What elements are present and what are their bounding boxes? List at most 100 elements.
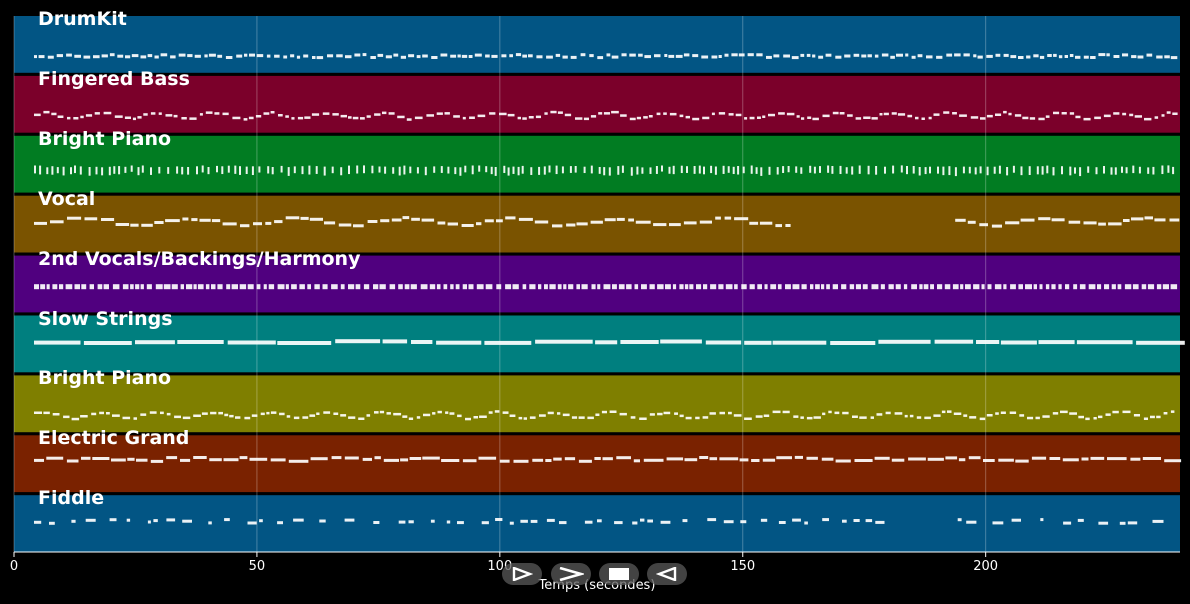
note [370,56,376,59]
note [112,284,120,290]
note [217,54,223,58]
note [182,416,191,420]
note [113,166,116,174]
note [234,165,237,174]
note [518,217,533,221]
note [443,284,448,290]
note [505,216,516,220]
note [1154,116,1159,119]
note [391,218,402,222]
note [644,55,651,59]
note [255,115,262,118]
note [1097,284,1102,290]
fast-forward-button[interactable] [551,563,591,585]
note [973,284,980,290]
note [711,55,718,59]
note [759,221,773,225]
note [231,284,238,290]
track-notes [34,216,1180,228]
note [115,223,130,226]
note [97,284,103,290]
note [485,284,493,290]
stop-button[interactable] [599,563,639,585]
note [742,166,745,174]
note [643,116,648,119]
note [621,53,627,57]
note [747,53,754,57]
note [890,55,895,59]
note [319,519,326,523]
note [903,284,908,290]
note [429,284,436,290]
note [436,340,482,345]
note [785,284,791,290]
note [909,414,914,418]
note [308,165,311,175]
note [578,416,585,419]
note [986,54,993,58]
note [744,417,752,420]
note [1167,165,1170,173]
note [74,284,80,290]
note [884,166,886,174]
note [821,284,825,290]
note [408,54,415,58]
note [915,116,919,120]
note [981,284,985,290]
note [314,284,320,290]
play-button[interactable] [502,563,542,585]
note [178,53,186,57]
note [1147,167,1150,174]
note [1144,216,1153,220]
note [494,410,500,413]
note [1018,284,1023,290]
note [333,412,339,415]
note [214,112,220,115]
note [522,284,527,290]
note [360,117,365,120]
note [595,413,600,416]
rewind-button[interactable] [647,563,687,585]
note [1122,410,1131,414]
note [1134,115,1142,118]
note [59,284,64,290]
note [109,518,117,522]
note [590,220,603,224]
note [561,166,564,174]
note [52,413,60,416]
note [1069,412,1077,415]
note [538,166,541,175]
note [1031,456,1047,460]
note [636,166,639,175]
note [698,165,701,174]
track-notes [34,410,1175,421]
note [1025,284,1032,290]
note [778,112,785,115]
note [907,114,913,118]
note [239,166,241,175]
note [388,112,395,115]
note [776,167,779,175]
note [416,55,421,59]
note [436,284,441,290]
note [509,414,516,417]
x-tick-label: 150 [730,559,756,574]
note [1069,112,1075,115]
note [496,219,503,223]
note [724,216,732,220]
note [728,113,734,116]
note [106,412,110,415]
note [489,112,496,115]
note [299,284,305,290]
note [457,521,464,525]
note [46,167,49,175]
note [858,165,861,174]
note [414,116,423,120]
note [862,284,868,290]
note [835,459,851,463]
note [546,518,555,522]
note [908,457,926,461]
note [536,55,543,59]
note [1035,416,1040,420]
note [362,457,372,461]
